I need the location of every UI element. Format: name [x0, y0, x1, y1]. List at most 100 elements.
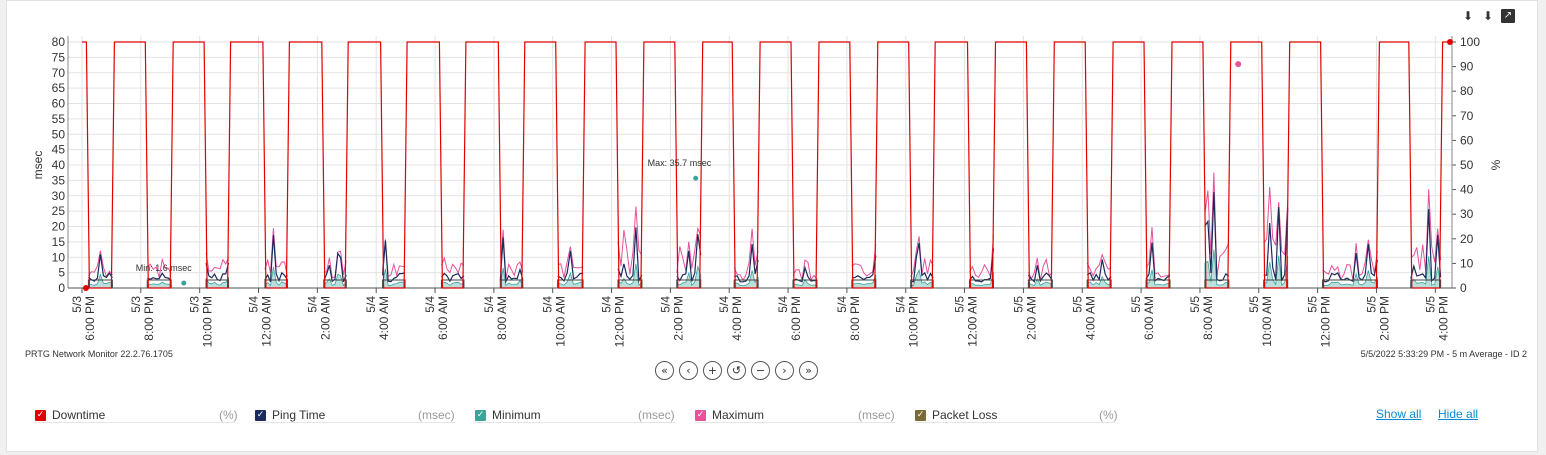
y-tick-label-left: 25	[52, 204, 66, 218]
zoom-out-button[interactable]: −	[751, 361, 770, 380]
y-tick-label-right: 60	[1460, 133, 1474, 147]
reset-button[interactable]: ↺	[727, 361, 746, 380]
x-tick-label-date: 5/5	[1247, 296, 1261, 313]
y-tick-label-left: 15	[52, 235, 66, 249]
checkbox-icon[interactable]: ✓	[255, 409, 266, 421]
x-tick-label-time: 6:00 AM	[436, 296, 450, 340]
x-tick-label-date: 5/4	[600, 296, 614, 313]
maximum-series	[1322, 239, 1378, 281]
download-alt-icon[interactable]: ⬇	[1482, 9, 1494, 23]
x-tick-label-date: 5/4	[717, 296, 731, 313]
legend-unit: (msec)	[638, 408, 675, 422]
ping-time-series	[499, 237, 524, 284]
y-tick-label-left: 45	[52, 143, 66, 157]
legend-unit: (msec)	[418, 408, 455, 422]
maximum-series	[617, 206, 643, 275]
downtime-series	[82, 41, 1450, 289]
maximum-series	[88, 250, 113, 278]
x-tick-label-time: 4:00 AM	[1083, 296, 1097, 340]
legend-item-minimum[interactable]: ✓ Minimum	[475, 406, 541, 424]
y-tick-label-right: 10	[1460, 256, 1474, 270]
y-axis-label-right: %	[1489, 159, 1503, 170]
legend: ✓ Downtime (%) ✓ Ping Time (msec) ✓ Mini…	[30, 406, 1510, 426]
x-tick-label-time: 2:00 PM	[671, 296, 685, 341]
footer-version: PRTG Network Monitor 22.2.76.1705	[25, 349, 173, 359]
y-tick-label-right: 20	[1460, 232, 1474, 246]
legend-unit: (msec)	[858, 408, 895, 422]
x-tick-label-date: 5/4	[776, 296, 790, 313]
ping-time-series	[1410, 209, 1442, 283]
minimum-series	[676, 264, 702, 289]
x-tick-label-date: 5/4	[541, 296, 555, 313]
legend-item-downtime[interactable]: ✓ Downtime	[35, 406, 105, 424]
first-button[interactable]: «	[655, 361, 674, 380]
legend-item-maximum[interactable]: ✓ Maximum	[695, 406, 764, 424]
maximum-series	[851, 243, 877, 277]
x-tick-label-date: 5/3	[70, 296, 84, 313]
x-tick-label-time: 6:00 PM	[83, 296, 97, 341]
x-tick-label-time: 10:00 PM	[201, 296, 215, 347]
open-external-icon[interactable]: ↗	[1501, 9, 1515, 23]
x-tick-label-date: 5/5	[1129, 296, 1143, 313]
x-tick-label-time: 12:00 AM	[260, 296, 274, 347]
y-tick-label-right: 40	[1460, 183, 1474, 197]
ping-time-series	[617, 227, 643, 283]
y-tick-label-left: 60	[52, 97, 66, 111]
x-tick-label-date: 5/4	[835, 296, 849, 313]
legend-label: Downtime	[52, 408, 106, 422]
download-icon[interactable]: ⬇	[1462, 9, 1474, 23]
downtime-marker	[83, 285, 89, 291]
x-tick-label-date: 5/4	[423, 296, 437, 313]
legend-label: Maximum	[712, 408, 765, 422]
y-tick-label-left: 20	[52, 220, 66, 234]
chart-annotation: Min: 1.6 msec	[136, 263, 193, 273]
zoom-in-button[interactable]: +	[703, 361, 722, 380]
legend-divider	[695, 422, 895, 423]
x-tick-label-date: 5/5	[1423, 296, 1437, 313]
y-tick-label-left: 5	[58, 266, 65, 280]
x-tick-label-date: 5/5	[1364, 296, 1378, 313]
x-tick-label-date: 5/5	[1011, 296, 1025, 313]
maximum-series	[1086, 253, 1112, 277]
show-all-link[interactable]: Show all	[1376, 407, 1422, 421]
ping-time-series	[676, 234, 702, 282]
x-tick-label-time: 6:00 PM	[789, 296, 803, 341]
ping-time-series	[734, 244, 759, 283]
y-tick-label-right: 0	[1460, 281, 1467, 295]
legend-item-packet-loss[interactable]: ✓ Packet Loss	[915, 406, 997, 424]
y-tick-label-right: 100	[1460, 35, 1480, 49]
hide-all-link[interactable]: Hide all	[1438, 407, 1479, 421]
next-button[interactable]: ›	[775, 361, 794, 380]
x-tick-label-time: 12:00 AM	[966, 296, 980, 347]
x-tick-label-time: 10:00 AM	[554, 296, 568, 347]
legend-label: Packet Loss	[932, 408, 998, 422]
legend-label: Ping Time	[272, 408, 326, 422]
downtime-marker	[1447, 39, 1453, 45]
ping-time-series	[323, 251, 347, 283]
y-tick-label-right: 70	[1460, 109, 1474, 123]
ping-time-series	[1145, 242, 1171, 282]
y-tick-label-left: 30	[52, 189, 66, 203]
x-tick-label-time: 12:00 PM	[613, 296, 627, 347]
y-tick-label-right: 50	[1460, 158, 1474, 172]
minimum-series	[969, 272, 994, 289]
minimum-series	[851, 274, 877, 289]
graph-navigation: « ‹ + ↺ − › »	[655, 361, 818, 380]
checkbox-icon[interactable]: ✓	[695, 409, 706, 421]
x-tick-label-date: 5/5	[1188, 296, 1202, 313]
previous-button[interactable]: ‹	[679, 361, 698, 380]
graph-toolbar: ⬇ ⬇ ↗	[1461, 9, 1515, 23]
x-tick-label-time: 8:00 AM	[495, 296, 509, 340]
ping-time-series	[382, 240, 406, 283]
maximum-series	[733, 228, 759, 282]
ping-time-series	[1263, 207, 1289, 281]
ping-chart: 0510152025303540455055606570758001020304…	[31, 35, 1503, 347]
checkbox-icon[interactable]: ✓	[475, 409, 486, 421]
last-button[interactable]: »	[799, 361, 818, 380]
x-tick-label-date: 5/4	[305, 296, 319, 313]
legend-divider	[35, 422, 235, 423]
checkbox-icon[interactable]: ✓	[35, 409, 46, 421]
checkbox-icon[interactable]: ✓	[915, 409, 926, 421]
legend-item-ping-time[interactable]: ✓ Ping Time	[255, 406, 325, 424]
legend-divider	[475, 422, 675, 423]
